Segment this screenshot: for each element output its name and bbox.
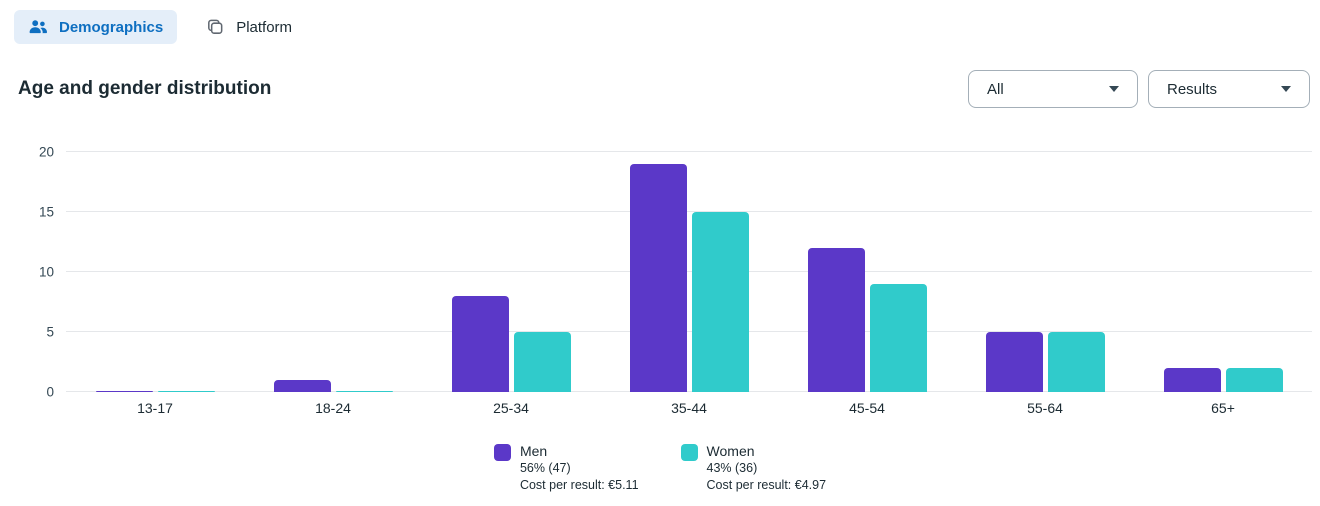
x-tick-label: 35-44 — [671, 400, 707, 416]
bar-group — [778, 152, 956, 392]
bar-women-45-54[interactable] — [869, 284, 927, 392]
legend-share: 56% (47) — [519, 461, 571, 475]
bar-group — [1134, 152, 1312, 392]
legend-item-men: Men 56% (47) Cost per result: €5.11 — [493, 442, 639, 494]
bar-men-55-64[interactable] — [985, 332, 1043, 392]
breakdown-dropdown[interactable]: All — [968, 70, 1138, 108]
bar-men-35-44[interactable] — [629, 164, 687, 392]
bar-group — [956, 152, 1134, 392]
tab-platform[interactable]: Platform — [191, 10, 306, 44]
tab-demographics[interactable]: Demographics — [14, 10, 178, 44]
legend-label: Men — [519, 443, 548, 459]
bar-women-65+[interactable] — [1225, 368, 1283, 392]
chevron-down-icon — [1281, 86, 1291, 92]
x-tick-label: 25-34 — [493, 400, 529, 416]
gridline — [66, 331, 1312, 332]
age-gender-chart: 0 5 10 15 20 — [18, 145, 1312, 400]
bar-men-45-54[interactable] — [807, 248, 865, 392]
bar-groups — [66, 152, 1312, 392]
bar-men-13-17[interactable] — [95, 390, 153, 392]
legend: Men 56% (47) Cost per result: €5.11 Wome… — [0, 442, 1320, 494]
bar-men-65+[interactable] — [1163, 368, 1221, 392]
legend-cost: Cost per result: €5.11 — [519, 478, 639, 492]
bar-group — [244, 152, 422, 392]
metric-dropdown-value: Results — [1167, 80, 1218, 98]
bar-women-13-17[interactable] — [157, 390, 215, 392]
view-tabs: Demographics Platform — [0, 0, 1320, 44]
gridline — [66, 391, 1312, 392]
bar-women-18-24[interactable] — [335, 390, 393, 392]
tab-label: Demographics — [59, 18, 164, 36]
x-tick-label: 18-24 — [315, 400, 351, 416]
bar-group — [422, 152, 600, 392]
people-icon — [28, 17, 48, 37]
x-tick-label: 13-17 — [137, 400, 173, 416]
y-tick-label: 15 — [38, 204, 54, 220]
bar-group — [600, 152, 778, 392]
bar-women-25-34[interactable] — [513, 332, 571, 392]
bar-group — [66, 152, 244, 392]
bar-men-25-34[interactable] — [451, 296, 509, 392]
legend-cost: Cost per result: €4.97 — [706, 478, 827, 492]
gridline — [66, 271, 1312, 272]
tab-label: Platform — [236, 18, 293, 36]
y-tick-label: 10 — [38, 264, 54, 280]
bar-women-35-44[interactable] — [691, 212, 749, 392]
plot-area — [66, 151, 1312, 392]
gridline — [66, 211, 1312, 212]
x-tick-label: 45-54 — [849, 400, 885, 416]
legend-swatch-men — [493, 444, 511, 461]
metric-dropdown[interactable]: Results — [1148, 70, 1310, 108]
breakdown-dropdown-value: All — [987, 80, 1004, 98]
y-tick-label: 0 — [46, 384, 54, 400]
legend-label: Women — [706, 443, 755, 459]
y-tick-label: 5 — [46, 324, 54, 340]
y-axis: 0 5 10 15 20 — [18, 145, 54, 400]
page-title: Age and gender distribution — [18, 78, 272, 99]
y-tick-label: 20 — [38, 144, 54, 160]
chart-header: Age and gender distribution All Results — [0, 44, 1320, 108]
bar-men-18-24[interactable] — [273, 380, 331, 392]
x-tick-label: 65+ — [1211, 400, 1235, 416]
chevron-down-icon — [1109, 86, 1119, 92]
x-tick-label: 55-64 — [1027, 400, 1063, 416]
chart-filters: All Results — [968, 70, 1310, 108]
legend-swatch-women — [680, 444, 698, 461]
x-axis-labels: 13-17 18-24 25-34 35-44 45-54 55-64 65+ — [66, 400, 1312, 416]
bar-women-55-64[interactable] — [1047, 332, 1105, 392]
legend-item-women: Women 43% (36) Cost per result: €4.97 — [680, 442, 827, 494]
legend-share: 43% (36) — [706, 461, 758, 475]
platform-icon — [205, 17, 225, 37]
gridline — [66, 151, 1312, 152]
